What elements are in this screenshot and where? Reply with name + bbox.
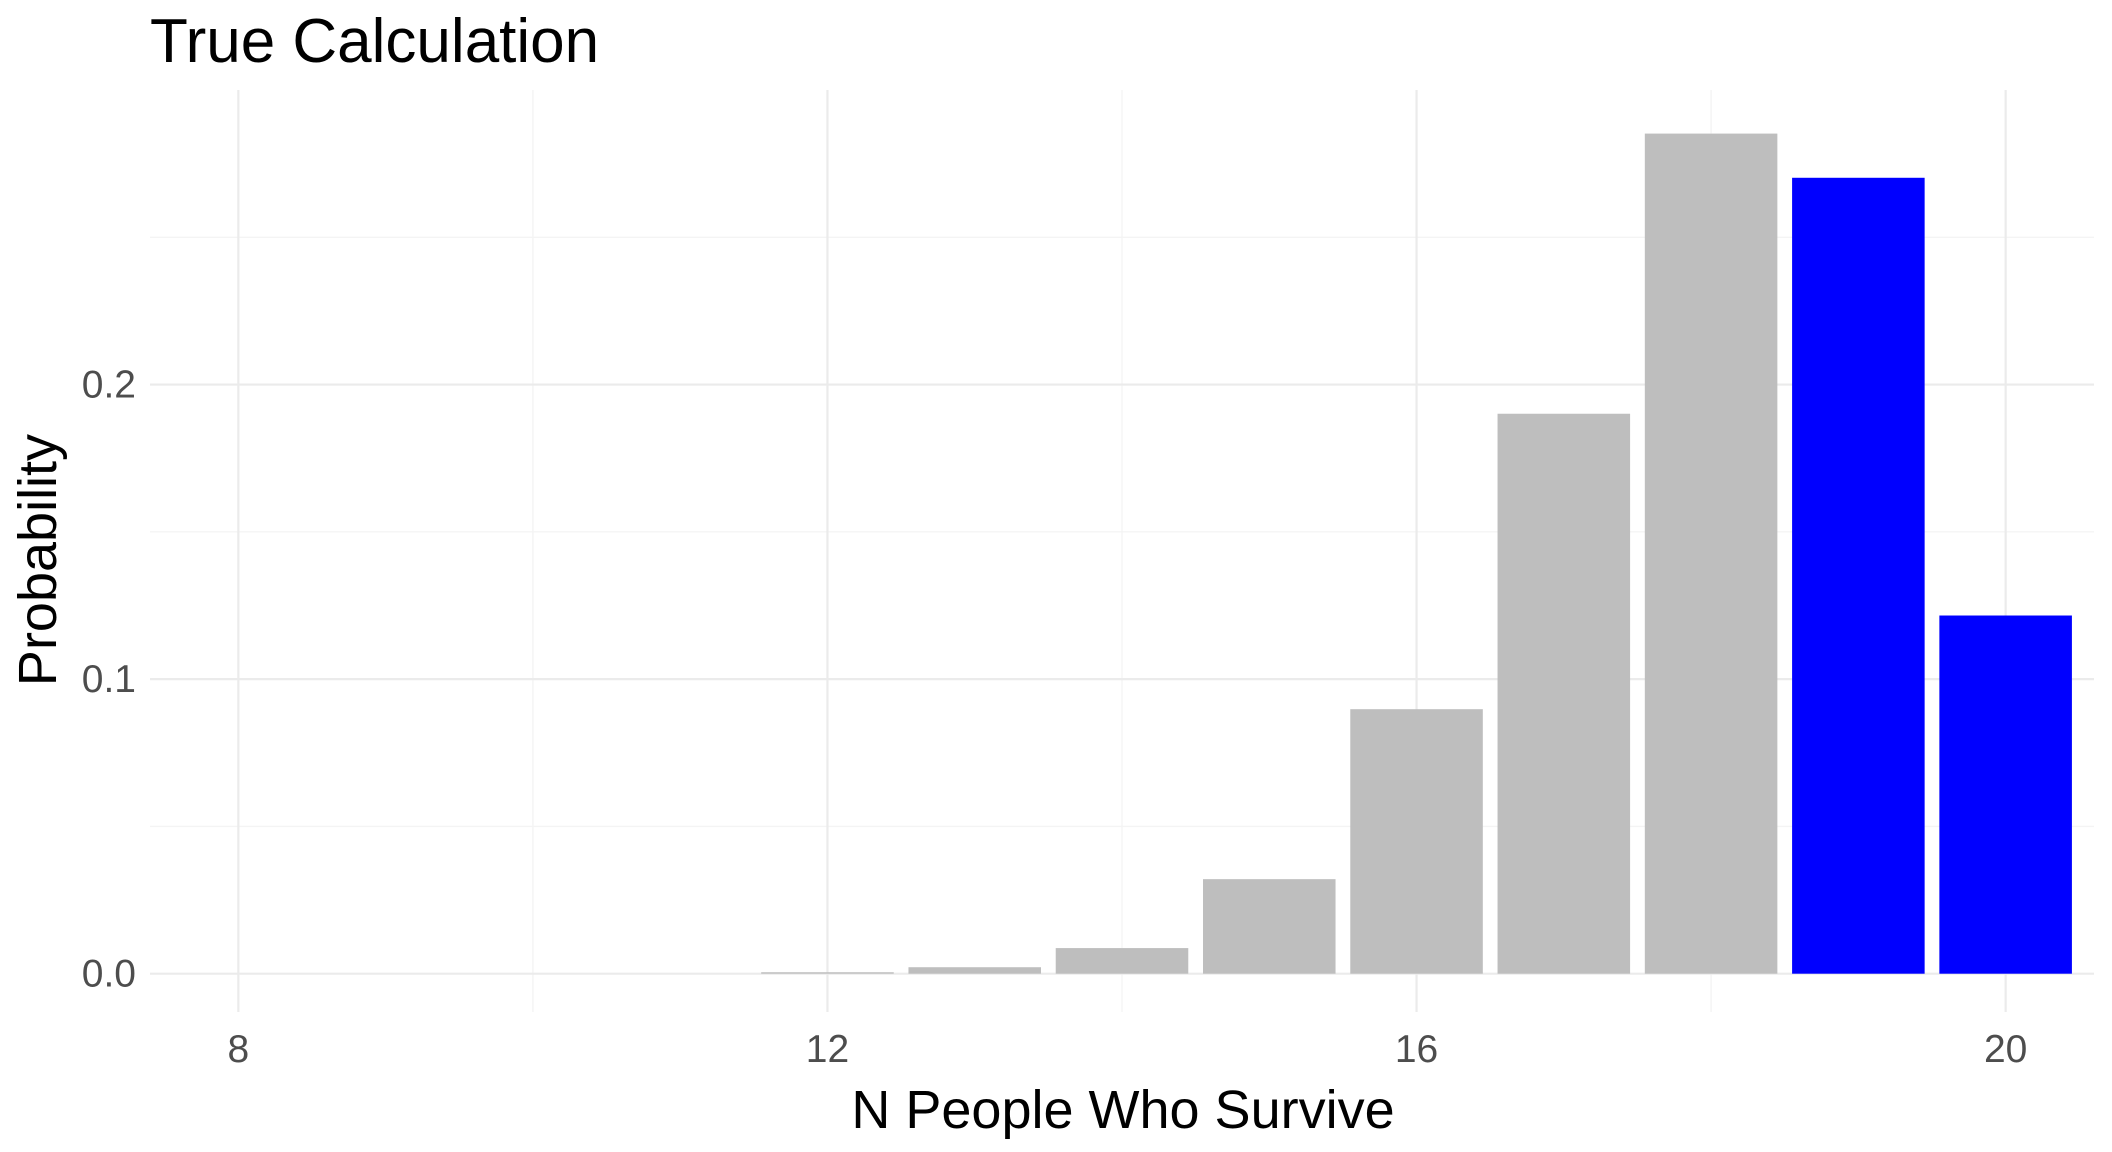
bar-18 bbox=[1644, 133, 1778, 974]
y-tick-label: 0.2 bbox=[82, 364, 136, 407]
x-tick-label: 20 bbox=[1984, 1028, 2027, 1071]
bar-19 bbox=[1792, 177, 1925, 974]
bar-17 bbox=[1497, 413, 1631, 974]
chart-title: True Calculation bbox=[150, 7, 599, 76]
x-axis-ticks: 8 12 16 20 bbox=[228, 1028, 2028, 1071]
x-tick-label: 12 bbox=[806, 1028, 849, 1071]
bar-16 bbox=[1350, 709, 1483, 974]
bar-12 bbox=[761, 972, 894, 974]
x-axis-title: N People Who Survive bbox=[851, 1080, 1394, 1140]
bar-15 bbox=[1203, 879, 1336, 974]
x-tick-label: 16 bbox=[1395, 1028, 1438, 1071]
x-tick-label: 8 bbox=[228, 1028, 250, 1071]
bar-13 bbox=[908, 967, 1041, 974]
bar-20 bbox=[1939, 615, 2072, 974]
y-tick-label: 0.0 bbox=[82, 953, 136, 996]
y-axis-title: Probability bbox=[8, 434, 68, 686]
y-axis-ticks: 0.0 0.1 0.2 bbox=[82, 364, 136, 996]
bar-14 bbox=[1055, 948, 1189, 974]
y-tick-label: 0.1 bbox=[82, 658, 136, 701]
bars-group bbox=[761, 133, 2072, 974]
